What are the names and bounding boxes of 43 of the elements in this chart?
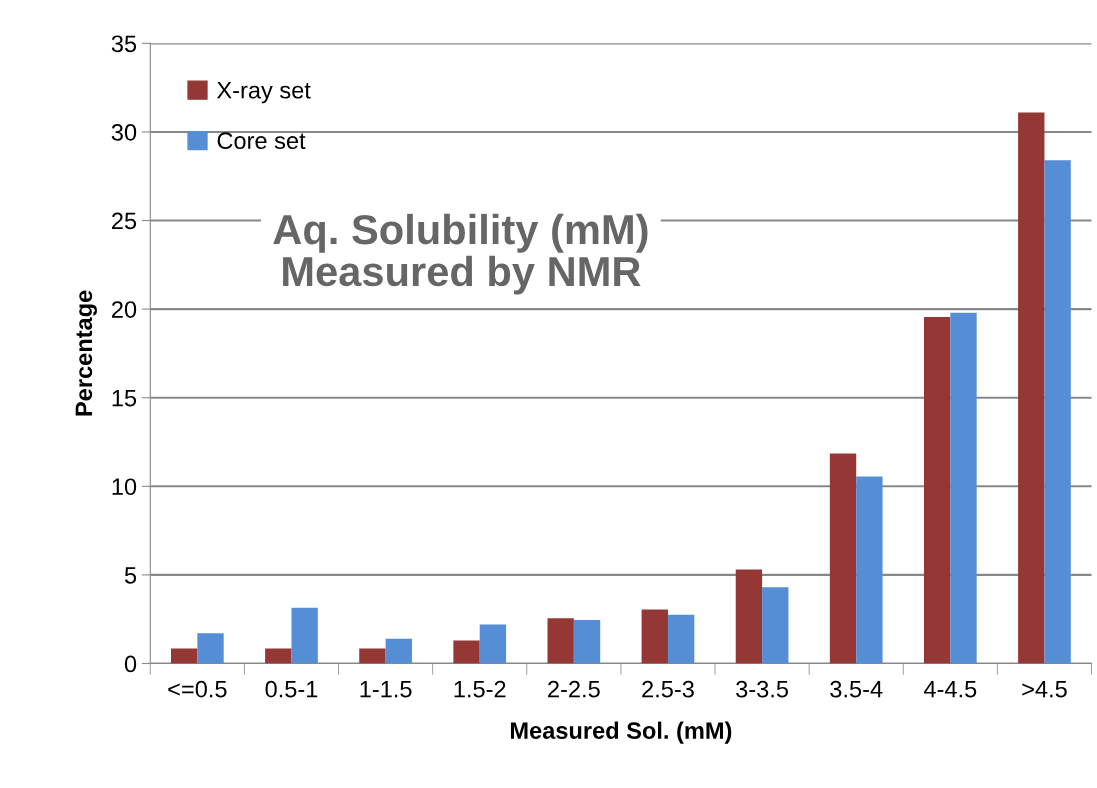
bar <box>641 609 668 664</box>
bar <box>923 317 951 664</box>
x-tick-label: >4.5 <box>1022 681 1067 698</box>
y-tick-label: 20 <box>112 301 137 318</box>
bar <box>171 648 198 664</box>
legend-label: X-ray set <box>216 82 311 104</box>
y-tick-label: 35 <box>111 35 137 53</box>
y-axis-title: Percentage <box>75 290 97 416</box>
bar <box>735 569 763 664</box>
y-tick-label: 15 <box>112 390 137 407</box>
x-tick-label: 0.5-1 <box>265 680 318 698</box>
x-tick-label: 1-1.5 <box>360 681 412 698</box>
bar <box>1018 112 1045 664</box>
bar <box>359 648 386 664</box>
bar <box>829 453 857 664</box>
bar <box>950 312 977 664</box>
bar <box>547 618 574 664</box>
y-tick-label: 10 <box>112 478 137 496</box>
x-tick-label: 2-2.5 <box>548 680 600 698</box>
bar <box>856 476 883 664</box>
bar <box>385 638 412 664</box>
bar <box>291 607 318 664</box>
x-tick-label: 2.5-3 <box>642 680 694 698</box>
x-tick-label: 4-4.5 <box>923 681 977 698</box>
bar <box>265 648 292 664</box>
x-axis-title: Measured Sol. (mM) <box>510 721 732 744</box>
bar <box>197 633 224 664</box>
bar <box>667 614 695 664</box>
bar <box>573 620 601 664</box>
y-tick-label: 0 <box>124 655 137 673</box>
y-tick-label: 30 <box>111 124 137 141</box>
text: Aq. Solubility (mM) Measured by NMR <box>273 213 648 295</box>
bar <box>762 587 789 664</box>
bar <box>453 640 480 664</box>
x-tick-label: 3-3.5 <box>736 680 789 698</box>
y-tick-label: 25 <box>112 212 137 230</box>
bar <box>479 624 507 664</box>
y-tick-label: 5 <box>124 567 137 584</box>
x-tick-label: <=0.5 <box>168 680 227 698</box>
x-tick-label: 1.5-2 <box>454 680 506 698</box>
bar <box>1044 160 1071 664</box>
x-tick-label: 3.5-4 <box>830 680 883 698</box>
legend-label: Core set <box>217 132 306 150</box>
